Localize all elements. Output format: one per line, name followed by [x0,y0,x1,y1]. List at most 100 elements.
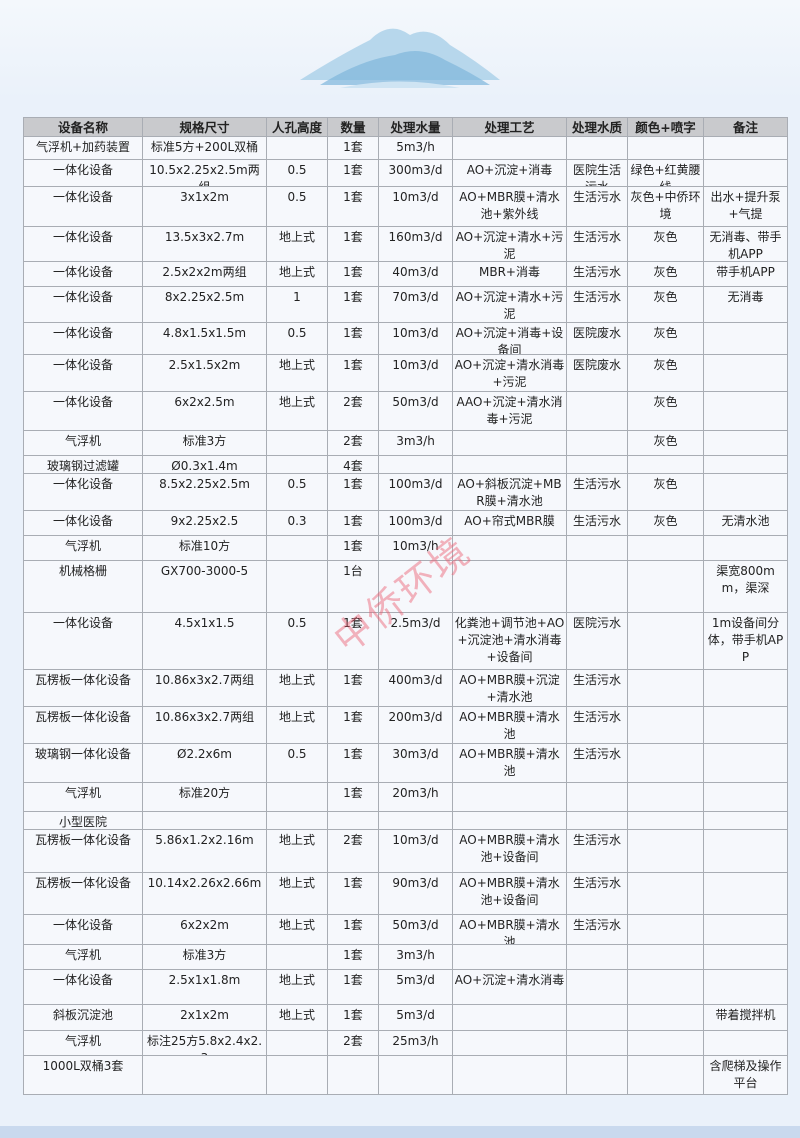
cell-text: 瓦楞板一体化设备 [34,833,131,847]
table-cell: 一体化设备 [23,391,143,431]
cell-text: 1套 [343,326,363,340]
cell-text: 1套 [343,190,363,204]
table-cell [627,829,704,873]
cell-text: 0.5 [287,616,307,630]
table-cell: 地上式 [266,969,328,1005]
table-cell: 气浮机 [23,944,143,970]
cell-text: 4.5x1x1.5 [174,616,235,630]
cell-text: 10m3/h [392,539,439,553]
cell-text: 标准10方 [178,539,231,553]
table-cell: AO+沉淀+清水+污泥 [452,226,567,262]
table-cell: 一体化设备 [23,914,143,945]
table-cell [703,136,788,160]
cell-text: 1套 [343,673,363,687]
table-cell: 1套 [327,510,379,536]
table-cell [452,1004,567,1031]
table-cell [378,560,453,613]
table-cell: 1套 [327,914,379,945]
cell-text: 10.86x3x2.7两组 [154,673,255,687]
table-cell [703,811,788,830]
table-cell: 生活污水 [566,510,628,536]
table-row: 气浮机 标准10方 1套 10m3/h [23,535,788,561]
cell-text: 2.5m3/d [390,616,441,630]
table-cell: 0.5 [266,322,328,355]
table-cell [378,1055,453,1095]
cell-text: 1套 [343,163,363,177]
table-cell [627,1055,704,1095]
table-cell: 0.5 [266,473,328,511]
cell-text: 渠宽800mm，渠深 [716,564,775,595]
table-cell: 地上式 [266,914,328,945]
table-cell: 10.14x2.26x2.66m [142,872,267,915]
cell-text: 生活污水 [572,833,621,847]
equipment-table: 设备名称 规格尺寸 人孔高度 数量 处理水量 处理工艺 处理水质 颜色+喷字 备注 气浮机+加药… [23,117,788,1095]
table-cell: 气浮机 [23,782,143,812]
cell-text: AAO+沉淀+清水消毒+污泥 [456,395,563,426]
cell-text: 小型医院 [58,815,107,829]
table-cell: 一体化设备 [23,510,143,536]
cell-text: AO+沉淀+清水消毒+污泥 [454,358,565,389]
cell-text: 地上式 [278,833,315,847]
table-cell: 1套 [327,612,379,670]
table-cell: 气浮机 [23,430,143,456]
cell-text: 10.14x2.26x2.66m [147,876,262,890]
column-header: 备注 [703,117,788,137]
cell-text: AO+沉淀+清水+污泥 [455,230,564,261]
table-cell: 含爬梯及操作平台 [703,1055,788,1095]
table-cell [378,811,453,830]
table-cell: 70m3/d [378,286,453,323]
cell-text: 生活污水 [572,747,621,761]
table-cell: 10m3/d [378,186,453,227]
cell-text: 1套 [343,973,363,987]
table-cell: 医院废水 [566,322,628,355]
cell-text: 2.5x2x2m两组 [162,265,247,279]
table-cell: 带着搅拌机 [703,1004,788,1031]
column-header: 处理工艺 [452,117,567,137]
table-cell: 生活污水 [566,829,628,873]
cell-text: 2套 [343,434,363,448]
table-cell [627,560,704,613]
cell-text: 玻璃钢过滤罐 [46,459,119,473]
table-cell: 0.5 [266,612,328,670]
table-cell [452,1030,567,1056]
cell-text: 一体化设备 [52,514,113,528]
table-cell [266,455,328,474]
table-row: 瓦楞板一体化设备 10.14x2.26x2.66m 地上式 1套 90m3/d AO+MB… [23,872,788,915]
cell-text: 生活污水 [572,290,621,304]
table-row: 一体化设备 8.5x2.25x2.5m 0.5 1套 100m3/d AO+斜板沉淀+MB… [23,473,788,511]
cell-text: 灰色 [653,434,678,448]
table-cell [266,1055,328,1095]
footer-bar [0,1126,800,1138]
cell-text: 0.5 [287,747,307,761]
cell-text: Ø2.2x6m [177,747,232,761]
cell-text: 医院废水 [572,358,621,372]
table-cell: 0.5 [266,159,328,187]
column-header: 处理水量 [378,117,453,137]
cell-text: 1套 [343,477,363,491]
table-cell: 灰色 [627,510,704,536]
table-cell: 瓦楞板一体化设备 [23,706,143,744]
table-cell: 1套 [327,969,379,1005]
table-cell: 1套 [327,535,379,561]
table-cell: 8.5x2.25x2.5m [142,473,267,511]
table-cell: 10m3/d [378,829,453,873]
table-cell: 1套 [327,159,379,187]
table-cell [566,1055,628,1095]
table-cell: 1套 [327,136,379,160]
cell-text: 生活污水 [572,230,621,244]
cell-text: 一体化设备 [52,265,113,279]
table-cell: 0.5 [266,743,328,783]
cell-text: 2x1x2m [180,1008,229,1022]
cell-text: AO+斜板沉淀+MBR膜+清水池 [457,477,562,508]
column-header: 颜色+喷字 [627,117,704,137]
cell-text: 9x2.25x2.5 [170,514,239,528]
table-cell: 灰色 [627,391,704,431]
table-cell: 1000L双桶3套 [23,1055,143,1095]
table-cell: 13.5x3x2.7m [142,226,267,262]
cell-text: 0.5 [287,326,307,340]
cell-text: 8.5x2.25x2.5m [159,477,250,491]
cell-text: 4.8x1.5x1.5m [162,326,247,340]
table-cell: AO+沉淀+清水消毒 [452,969,567,1005]
cell-text: 1套 [343,948,363,962]
table-cell: 地上式 [266,872,328,915]
